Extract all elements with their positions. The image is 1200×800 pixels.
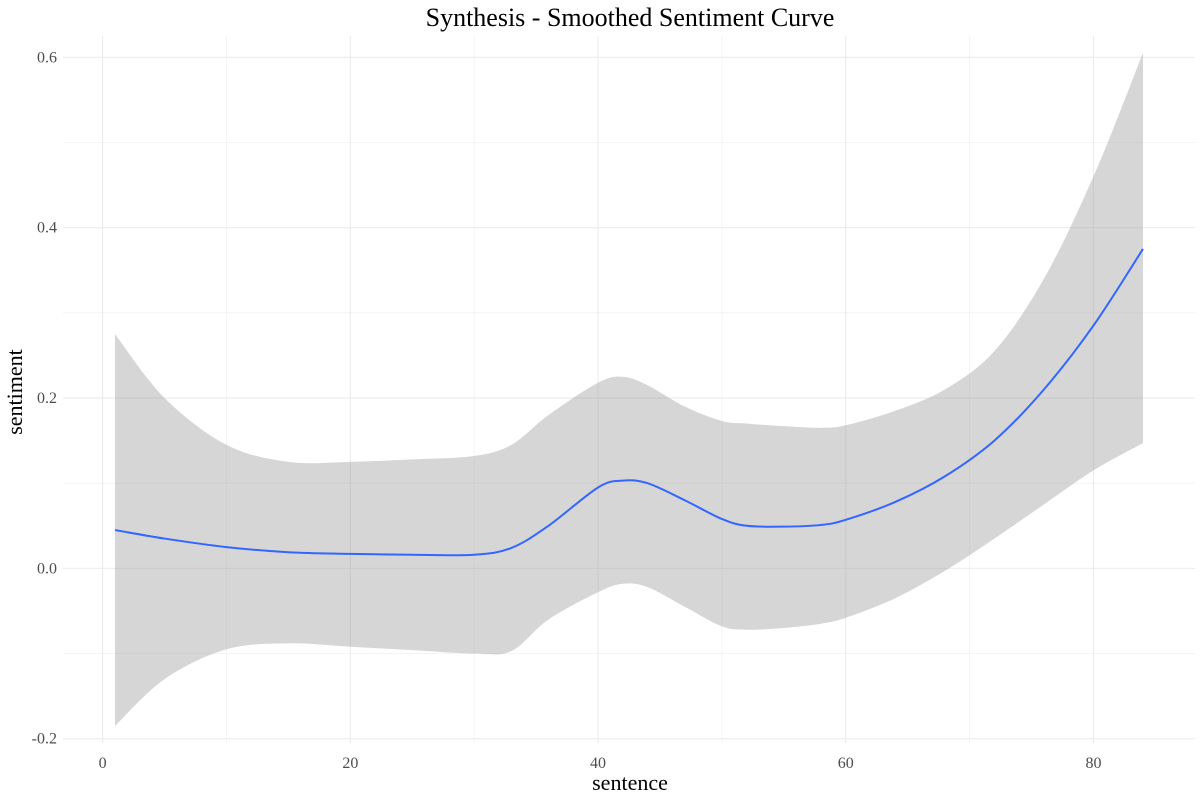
x-axis-title: sentence bbox=[592, 770, 668, 795]
x-tick-label-2: 40 bbox=[590, 755, 606, 772]
confidence-ribbon bbox=[115, 53, 1143, 726]
x-tick-label-1: 20 bbox=[342, 755, 358, 772]
y-tick-label-2: 0.2 bbox=[37, 390, 57, 407]
chart-title: Synthesis - Smoothed Sentiment Curve bbox=[426, 3, 835, 32]
x-axis-ticks: 0 20 40 60 80 bbox=[99, 755, 1102, 772]
x-tick-label-4: 80 bbox=[1085, 755, 1101, 772]
y-tick-label-1: 0.0 bbox=[37, 560, 57, 577]
y-axis-title: sentiment bbox=[2, 349, 27, 435]
y-axis-ticks: -0.2 0.0 0.2 0.4 0.6 bbox=[32, 49, 57, 747]
smoothed-trend-line bbox=[114, 248, 1144, 557]
y-tick-label-0: -0.2 bbox=[32, 731, 57, 748]
x-tick-label-3: 60 bbox=[838, 755, 854, 772]
x-tick-label-0: 0 bbox=[99, 755, 107, 772]
grid bbox=[63, 36, 1195, 743]
y-tick-label-4: 0.6 bbox=[37, 49, 57, 66]
y-tick-label-3: 0.4 bbox=[37, 220, 57, 237]
